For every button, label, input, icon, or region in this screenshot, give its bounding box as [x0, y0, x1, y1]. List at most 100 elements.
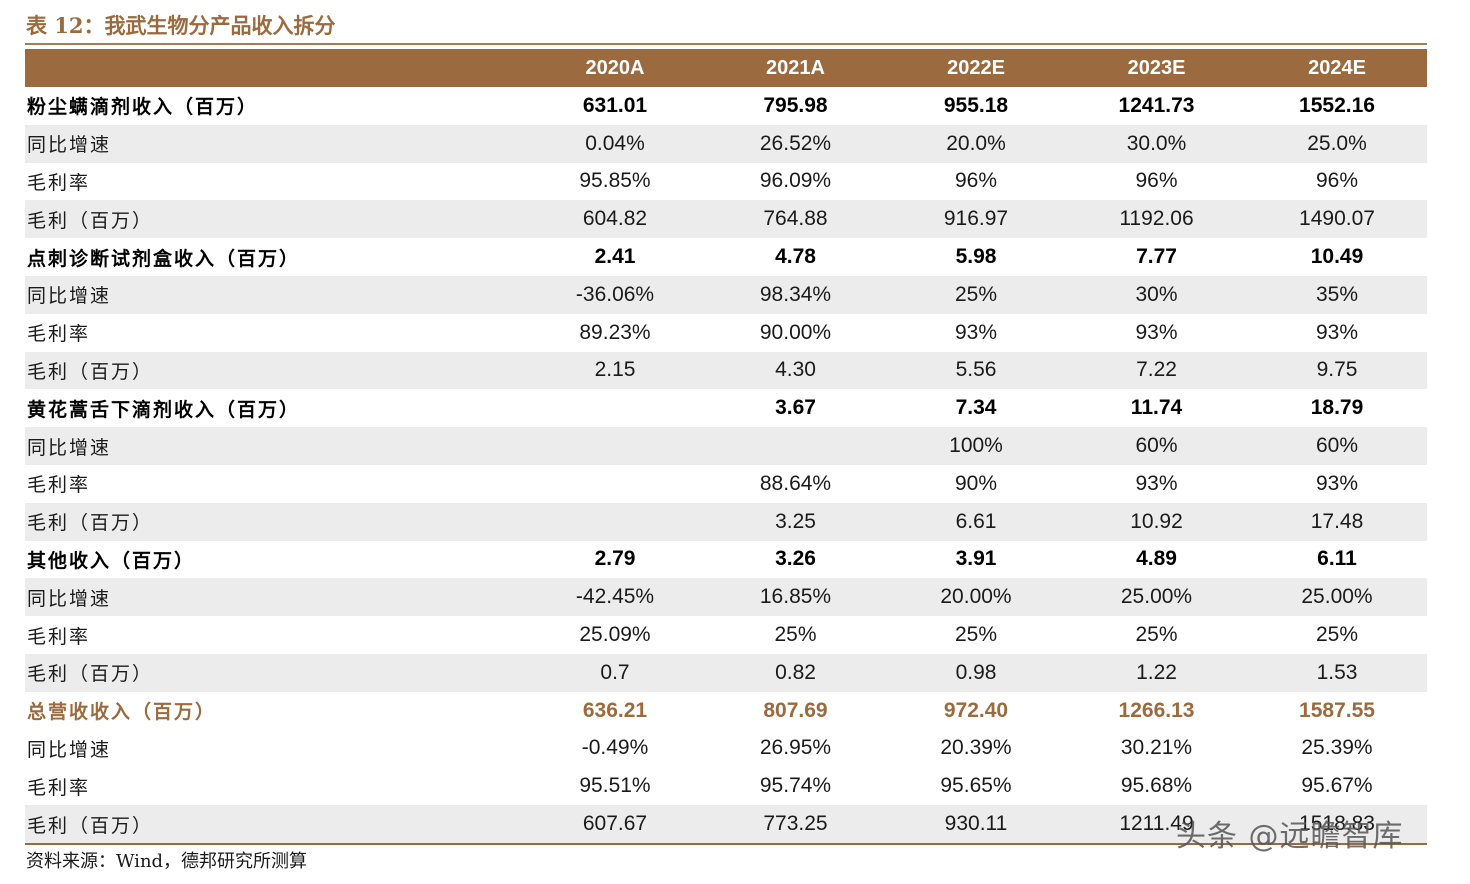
table-row: 同比增速 -0.49% 26.95% 20.39% 30.21% 25.39%: [25, 730, 1427, 768]
cell-value: [525, 465, 705, 503]
cell-value: 7.22: [1066, 351, 1247, 390]
cell-value: 10.92: [1066, 502, 1247, 541]
cell-value: 95.85%: [579, 169, 651, 193]
cell-value: [525, 427, 705, 465]
header-year: 2021A: [705, 49, 886, 87]
cell-value: 631.01: [582, 93, 648, 117]
row-label: 同比增速: [25, 275, 525, 314]
cell-value: [525, 502, 705, 541]
table-row: 黄花蒿舌下滴剂收入（百万） 3.67 7.34 11.74 18.79: [25, 389, 1427, 427]
cell-value: 795.98: [763, 93, 828, 117]
cell-value: [705, 427, 886, 465]
row-label: 毛利率: [27, 474, 91, 497]
header-row: 2020A 2021A 2022E 2023E 2024E: [25, 49, 1427, 87]
table-row: 同比增速 100% 60% 60%: [25, 427, 1427, 465]
cell-value: 4.89: [1136, 547, 1177, 571]
row-label: 同比增速: [25, 124, 525, 163]
header-year: 2023E: [1066, 49, 1247, 87]
cell-value: 2.15: [525, 351, 705, 390]
cell-value: 3.91: [955, 547, 997, 571]
cell-value: 18.79: [1310, 396, 1364, 420]
table-row: 点刺诊断试剂盒收入（百万） 2.41 4.78 5.98 7.77 10.49: [25, 238, 1427, 276]
cell-value: 95.74%: [759, 774, 832, 798]
table-row: 毛利率 95.85% 96.09% 96% 96% 96%: [25, 163, 1427, 201]
cell-value: 96%: [954, 169, 998, 193]
cell-value: 25%: [1315, 623, 1359, 647]
cell-value: 60%: [1066, 427, 1247, 465]
cell-value: 4.30: [705, 351, 886, 390]
table-row: 毛利率 89.23% 90.00% 93% 93% 93%: [25, 314, 1427, 352]
cell-value: 0.82: [705, 653, 886, 692]
cell-value: 95.68%: [1120, 774, 1193, 798]
cell-value: 25%: [954, 623, 998, 647]
cell-value: 95.65%: [940, 774, 1012, 798]
cell-value: 100%: [886, 427, 1066, 465]
cell-value: 20.00%: [886, 578, 1066, 617]
cell-value: 1241.73: [1118, 93, 1195, 117]
row-label: 毛利（百万）: [25, 805, 525, 845]
cell-value: 88.64%: [759, 471, 832, 495]
row-label: 总营收收入（百万）: [27, 701, 217, 724]
cell-value: 1518.83: [1247, 805, 1427, 845]
cell-value: 636.21: [582, 698, 648, 722]
table-row: 其他收入（百万） 2.79 3.26 3.91 4.89 6.11: [25, 541, 1427, 579]
row-label: 毛利（百万）: [25, 200, 525, 239]
table-row: 同比增速 -42.45% 16.85% 20.00% 25.00% 25.00%: [25, 578, 1427, 617]
row-label: 毛利（百万）: [25, 653, 525, 692]
cell-value: 93%: [1315, 471, 1359, 495]
cell-value: 96.09%: [759, 169, 832, 193]
cell-value: 930.11: [886, 805, 1066, 845]
cell-value: 93%: [1135, 471, 1178, 495]
cell-value: 1266.13: [1118, 698, 1195, 722]
cell-value: 3.25: [705, 502, 886, 541]
watermark: 头条 @远瞻智库: [1176, 819, 1404, 854]
table-row: 毛利（百万） 607.67 773.25 930.11 1211.49 1518…: [25, 805, 1427, 845]
cell-value: 6.61: [886, 502, 1066, 541]
table-row: 毛利（百万） 3.25 6.61 10.92 17.48: [25, 502, 1427, 541]
cell-value: -0.49%: [581, 736, 649, 760]
row-label: 同比增速: [27, 738, 112, 761]
cell-value: 3.26: [775, 547, 816, 571]
table-row: 毛利（百万） 604.82 764.88 916.97 1192.06 1490…: [25, 200, 1427, 239]
row-label: 其他收入（百万）: [27, 549, 196, 572]
cell-value: 60%: [1247, 427, 1427, 465]
cell-value: 96%: [1135, 169, 1178, 193]
cell-value: 25.09%: [579, 623, 651, 647]
cell-value: 2.41: [594, 245, 636, 269]
table-row: 同比增速 -36.06% 98.34% 25% 30% 35%: [25, 275, 1427, 314]
row-label: 点刺诊断试剂盒收入（百万）: [27, 247, 301, 270]
cell-value: 93%: [1135, 320, 1178, 344]
cell-value: 5.56: [886, 351, 1066, 390]
cell-value: 26.52%: [705, 124, 886, 163]
header-year: 2020A: [525, 49, 705, 87]
cell-value: 93%: [1315, 320, 1359, 344]
cell-value: 25%: [886, 275, 1066, 314]
row-label: 毛利率: [27, 171, 91, 194]
source-note: 资料来源：Wind，德邦研究所测算: [26, 851, 308, 872]
table-row: 同比增速 0.04% 26.52% 20.0% 30.0% 25.0%: [25, 124, 1427, 163]
cell-value: 1587.55: [1299, 698, 1375, 722]
row-label: 毛利率: [27, 776, 91, 799]
cell-value: 95.51%: [579, 774, 651, 798]
cell-value: 1192.06: [1066, 200, 1247, 239]
cell-value: 916.97: [886, 200, 1066, 239]
cell-value: 1490.07: [1247, 200, 1427, 239]
row-label: 毛利（百万）: [25, 502, 525, 541]
cell-value: 35%: [1247, 275, 1427, 314]
cell-value: 30%: [1066, 275, 1247, 314]
cell-value: 4.78: [775, 245, 816, 269]
cell-value: 20.0%: [886, 124, 1066, 163]
table-row: 粉尘螨滴剂收入（百万） 631.01 795.98 955.18 1241.73…: [25, 87, 1427, 125]
cell-value: -42.45%: [525, 578, 705, 617]
cell-value: 1211.49: [1066, 805, 1247, 845]
cell-value: [525, 389, 705, 427]
table-title: 表 12：我武生物分产品收入拆分: [26, 13, 336, 38]
row-label: 毛利率: [27, 625, 91, 648]
cell-value: 25%: [774, 623, 817, 647]
cell-value: 25.00%: [1066, 578, 1247, 617]
cell-value: 98.34%: [705, 275, 886, 314]
cell-value: 11.74: [1130, 396, 1183, 420]
cell-value: 3.67: [775, 396, 816, 420]
cell-value: 7.34: [955, 396, 997, 420]
cell-value: -36.06%: [525, 275, 705, 314]
